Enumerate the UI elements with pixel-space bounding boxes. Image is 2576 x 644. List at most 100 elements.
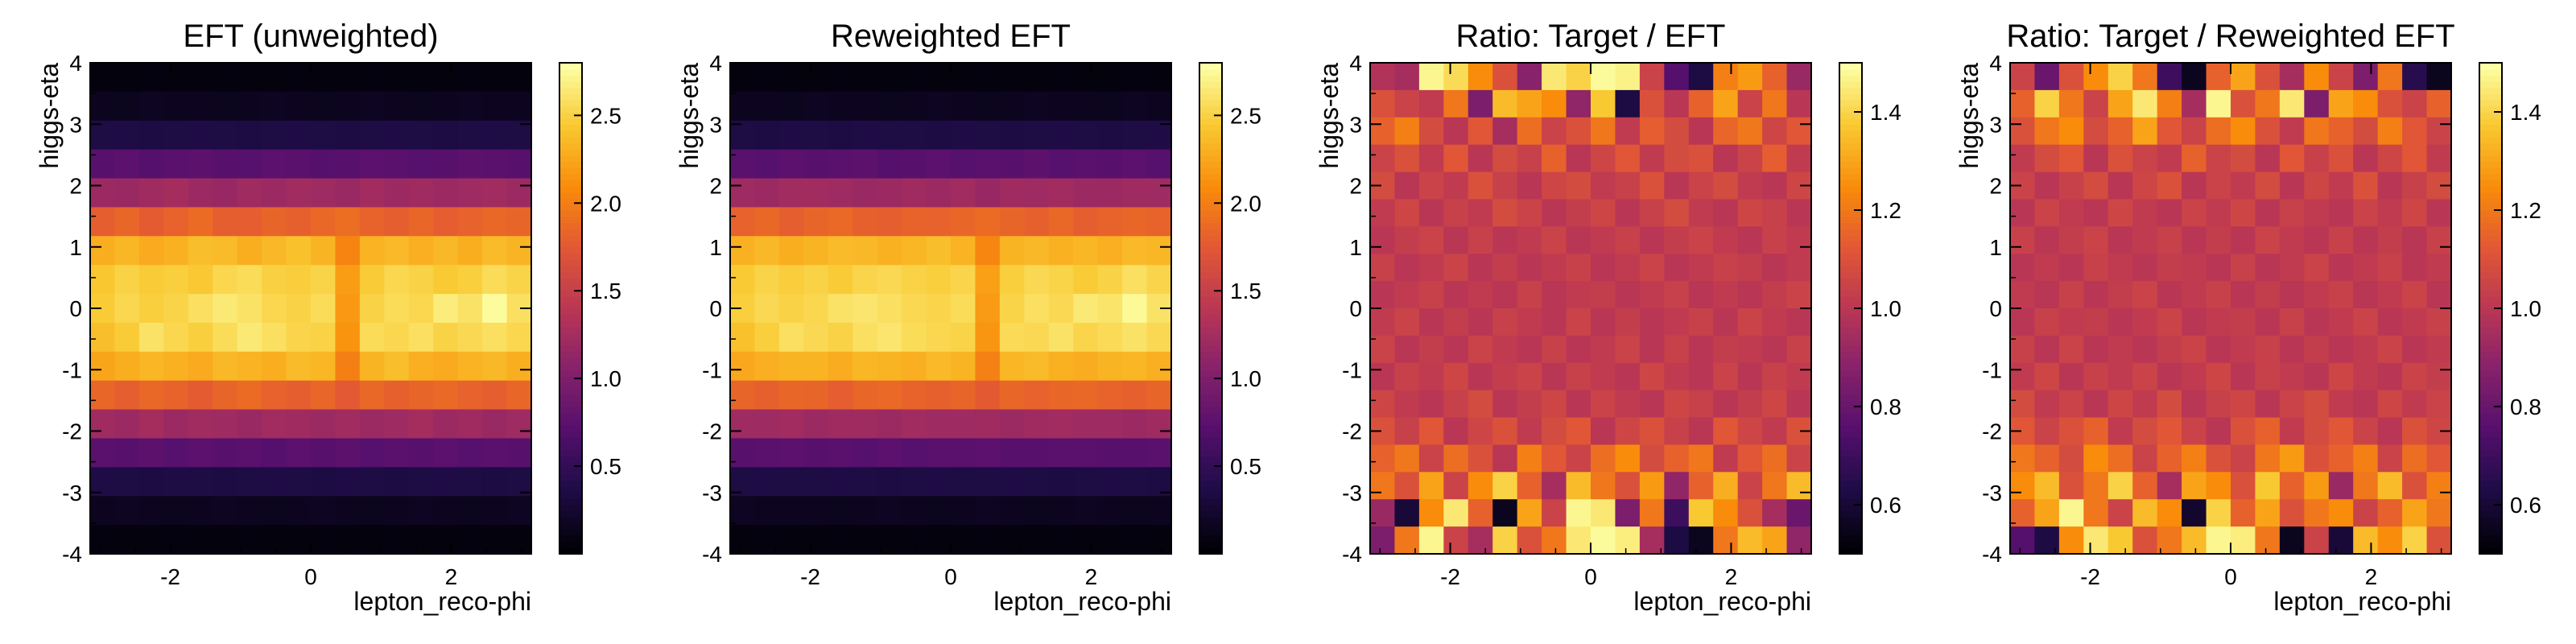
colorbar-segment [559,449,582,456]
heatmap-cell [2083,171,2109,200]
heatmap-cell [1418,335,1444,364]
heatmap-cell [803,351,829,382]
heatmap-cell [1418,226,1444,254]
colorbar-segment [1839,142,1862,150]
heatmap-cell [999,207,1025,237]
colorbar-segment [1839,480,1862,487]
heatmap-cell [1517,89,1542,118]
heatmap-cell [730,63,756,93]
heatmap-cell [1394,362,1420,391]
heatmap-cell [1762,335,1788,364]
heatmap-cell [2034,390,2060,419]
heatmap-cell [1122,178,1148,208]
heatmap-cell [188,207,213,237]
heatmap-cell [2010,199,2036,227]
colorbar-segment [1839,155,1862,162]
heatmap-cell [2058,144,2084,173]
heatmap-cell [1762,444,1788,473]
heatmap-cell [1024,322,1050,353]
heatmap-cell [2010,362,2036,391]
heatmap-cell [2182,281,2207,309]
heatmap-cell [2058,362,2084,391]
colorbar-segment [1199,541,1222,549]
heatmap-cell [335,294,361,324]
colorbar-segment [1199,510,1222,518]
heatmap-cell [2231,144,2256,173]
heatmap-cell [2132,308,2158,336]
y-tick-label: -2 [62,419,82,444]
colorbar-segment [559,388,582,395]
heatmap-cell [926,467,952,497]
heatmap-cell [1762,226,1788,254]
heatmap-cell [926,496,952,526]
heatmap-cell [852,178,878,208]
heatmap-cell [778,63,804,93]
heatmap-cell [1073,178,1099,208]
heatmap-cell [2107,63,2133,91]
heatmap-cell [1370,362,1396,391]
heatmap-cell [828,438,853,468]
heatmap-cell [2083,335,2109,364]
colorbar-segment [1199,290,1222,297]
heatmap-cell [138,294,164,324]
heatmap-cell [1122,265,1148,295]
colorbar-segment [1839,99,1862,107]
heatmap-cell [2058,117,2084,146]
heatmap-cell [237,525,262,555]
y-axis-label: higgs-eta [675,63,704,169]
heatmap-cell [2157,499,2182,527]
heatmap-cell [1370,117,1396,146]
y-tick-label: 4 [1989,51,2002,76]
heatmap-cell [2182,444,2207,473]
colorbar-segment [2479,253,2502,260]
heatmap-cell [2402,335,2428,364]
heatmap-cell [1713,526,1739,555]
heatmap-cell [335,351,361,382]
heatmap-cell [188,236,213,266]
heatmap-cell [1097,438,1123,468]
heatmap-cell [1048,496,1074,526]
heatmap-cell [1713,199,1739,227]
heatmap-cell [188,265,213,295]
colorbar-segment [559,486,582,493]
heatmap-cell [506,351,532,382]
heatmap-cell [1762,171,1788,200]
heatmap-cell [457,322,483,353]
heatmap-cells [2010,63,2452,555]
heatmap-cell [1517,526,1542,555]
heatmap-cell [2058,526,2084,555]
heatmap-cell [311,91,336,122]
heatmap-cell [1146,496,1172,526]
heatmap-cell [262,207,287,237]
heatmap-cell [902,467,927,497]
heatmap-cell [1122,438,1148,468]
heatmap-cell [114,91,140,122]
heatmap-cell [2255,226,2281,254]
colorbar-segment [1199,241,1222,248]
heatmap-cell [2034,362,2060,391]
heatmap-cell [2255,281,2281,309]
colorbar-segment [2479,369,2502,377]
colorbar-segment [559,510,582,518]
heatmap-cell [433,525,459,555]
colorbar-tick-label: 0.8 [1870,394,1901,419]
heatmap-cell [384,322,410,353]
heatmap-cell [1517,144,1542,173]
heatmap-cell [1418,417,1444,446]
heatmap-cell [1122,207,1148,237]
colorbar-segment [559,498,582,506]
heatmap-cell [828,91,853,122]
heatmap-cell [975,265,1001,295]
heatmap-cell [778,91,804,122]
heatmap-cell [1468,308,1493,336]
colorbar-segment [1199,388,1222,395]
y-tick-label: 4 [709,51,722,76]
heatmap-cell [482,294,508,324]
heatmap-cell [2157,281,2182,309]
colorbar-tick-label: 1.5 [590,279,621,303]
heatmap-cell [1097,380,1123,411]
heatmap-cell [1146,438,1172,468]
heatmap-cell [2328,281,2354,309]
heatmap-cell [237,467,262,497]
heatmap-cell [778,409,804,440]
